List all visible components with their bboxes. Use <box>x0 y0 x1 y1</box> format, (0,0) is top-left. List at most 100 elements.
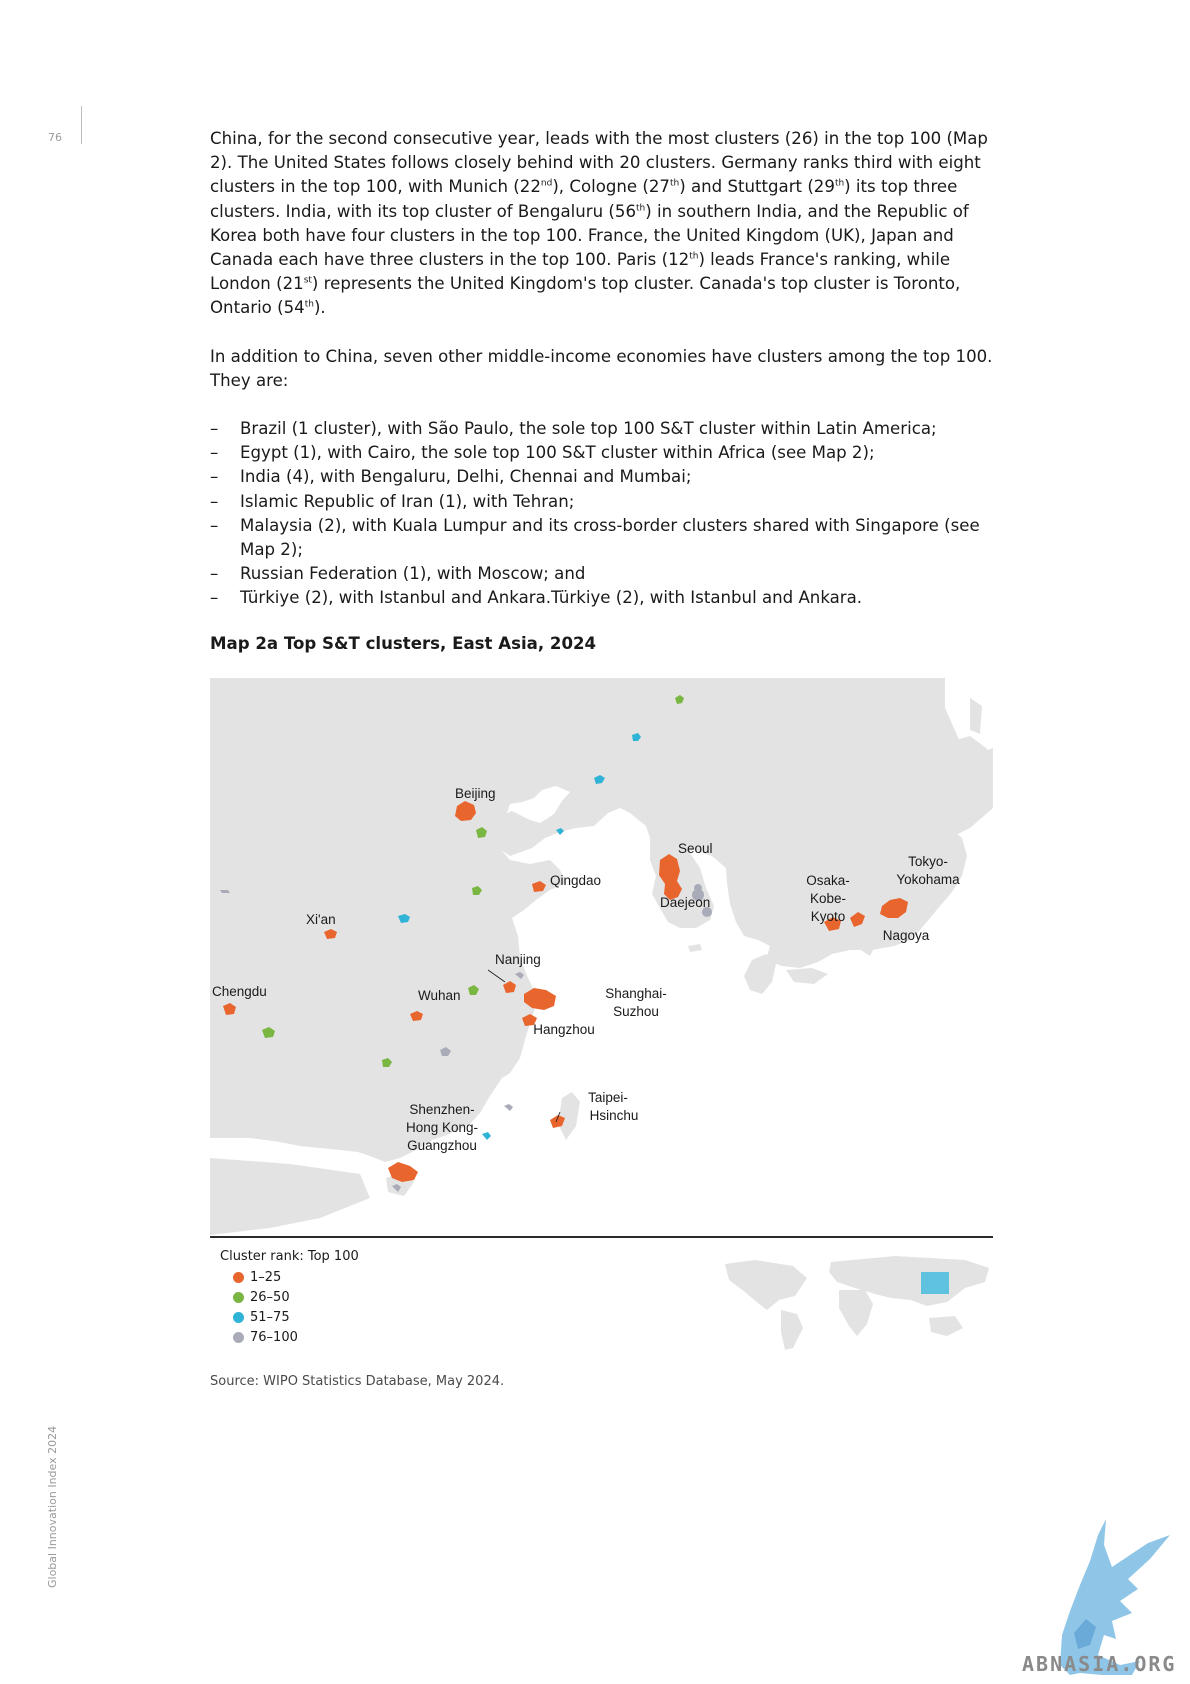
inset-north-america <box>725 1260 807 1310</box>
label-shenzhen-2: Hong Kong- <box>406 1120 478 1135</box>
running-footer-title: Global Innovation Index 2024 <box>46 1425 59 1588</box>
taipei-leader <box>555 1111 561 1123</box>
map-bottom-rule <box>210 1236 993 1238</box>
label-qingdao: Qingdao <box>550 873 601 888</box>
legend-swatch-rank-76-100 <box>233 1331 244 1343</box>
cluster-wuhan <box>410 1011 423 1021</box>
label-osaka-3: Kyoto <box>811 909 846 924</box>
cluster-beijing <box>455 801 476 821</box>
cluster-marker <box>468 985 479 995</box>
legend-label: 1–25 <box>250 1269 282 1285</box>
label-nagoya: Nagoya <box>883 928 930 943</box>
cluster-taipei <box>550 1115 565 1128</box>
japan-shikoku <box>786 968 828 984</box>
label-taipei-1: Taipei- <box>588 1090 628 1105</box>
cluster-marker <box>392 1184 401 1192</box>
cluster-seoul <box>659 854 682 900</box>
cluster-shenzhen <box>388 1162 418 1182</box>
cluster-marker <box>482 1132 491 1140</box>
cluster-xian <box>324 929 337 939</box>
margin-rule <box>81 106 82 144</box>
legend-item: 1–25 <box>220 1267 359 1287</box>
legend-label: 51–75 <box>250 1309 290 1325</box>
cluster-nagoya <box>850 912 865 927</box>
taiwan <box>558 1092 580 1140</box>
nanjing-leader <box>487 969 506 983</box>
sakhalin <box>970 698 982 734</box>
cluster-shanghai <box>524 988 556 1010</box>
list-item: – Russian Federation (1), with Moscow; an… <box>210 564 586 584</box>
cluster-marker <box>398 914 410 923</box>
inset-east-asia-highlight <box>921 1272 949 1294</box>
cluster-marker <box>504 1104 513 1111</box>
list-item: – India (4), with Bengaluru, Delhi, Chenn… <box>210 467 692 487</box>
inset-oceania <box>929 1316 963 1336</box>
japan-honshu <box>766 828 967 968</box>
label-taipei-2: Hsinchu <box>590 1108 639 1123</box>
cluster-marker <box>632 733 641 741</box>
cluster-marker <box>440 1047 451 1056</box>
body-text: China, for the second consecutive year, … <box>210 127 1000 611</box>
label-shenzhen-1: Shenzhen- <box>409 1102 474 1117</box>
legend-item: 51–75 <box>220 1307 359 1327</box>
label-xian: Xi'an <box>306 912 336 927</box>
inset-south-america <box>781 1310 803 1350</box>
list-item: – Brazil (1 cluster), with São Paulo, the… <box>210 419 937 439</box>
legend-title: Cluster rank: Top 100 <box>220 1249 359 1264</box>
cluster-marker <box>694 884 702 892</box>
korea-peninsula <box>650 828 714 928</box>
legend-item: 76–100 <box>220 1327 359 1347</box>
cluster-hangzhou <box>522 1014 537 1026</box>
label-chengdu: Chengdu <box>212 984 267 999</box>
world-locator-map <box>725 1256 989 1350</box>
clusters <box>220 695 908 1192</box>
label-tokyo-2: Yokohama <box>896 872 960 887</box>
label-osaka-1: Osaka- <box>806 873 850 888</box>
cluster-marker <box>702 907 712 917</box>
page-number: 76 <box>48 131 62 144</box>
label-osaka-2: Kobe- <box>810 891 846 906</box>
label-nanjing: Nanjing <box>495 952 541 967</box>
label-shenzhen-3: Guangzhou <box>407 1138 477 1153</box>
griffin-logo <box>1060 1519 1170 1675</box>
cluster-qingdao <box>532 881 546 892</box>
cluster-marker <box>472 886 482 895</box>
label-beijing: Beijing <box>455 786 496 801</box>
map-svg: Beijing Seoul Qingdao Daejeon Osaka- Kob… <box>210 678 993 1235</box>
cluster-marker <box>262 1027 275 1038</box>
label-shanghai-2: Suzhou <box>613 1004 659 1019</box>
legend-swatch-rank-1-25 <box>233 1271 244 1283</box>
cluster-tokyo <box>880 898 908 918</box>
east-asia-map: Beijing Seoul Qingdao Daejeon Osaka- Kob… <box>210 678 993 1235</box>
legend-item: 26–50 <box>220 1287 359 1307</box>
label-daejeon: Daejeon <box>660 895 710 910</box>
legend-swatch-rank-51-75 <box>233 1311 244 1323</box>
label-shanghai-1: Shanghai- <box>605 986 667 1001</box>
legend-label: 76–100 <box>250 1329 298 1345</box>
cluster-marker <box>220 890 230 893</box>
cluster-marker <box>692 889 704 901</box>
cluster-marker <box>675 695 684 704</box>
list-item: – Egypt (1), with Cairo, the sole top 100… <box>210 443 875 463</box>
cluster-marker <box>515 972 524 979</box>
jeju <box>688 944 702 952</box>
cluster-nanjing <box>503 981 516 993</box>
list-item: – Islamic Republic of Iran (1), with Tehr… <box>210 491 575 511</box>
map-legend: Cluster rank: Top 100 1–25 26–50 51–75 7… <box>220 1249 359 1347</box>
cluster-osaka <box>824 917 841 931</box>
cluster-marker <box>382 1058 392 1067</box>
mainland-landmass <box>210 678 993 1162</box>
label-wuhan: Wuhan <box>418 988 461 1003</box>
japan-kyushu <box>744 954 776 994</box>
cluster-chengdu <box>223 1003 236 1015</box>
paragraph-intro: China, for the second consecutive year, … <box>210 129 988 318</box>
inset-africa <box>839 1290 873 1336</box>
hokkaido <box>948 736 993 806</box>
cluster-marker <box>594 775 605 784</box>
label-hangzhou: Hangzhou <box>533 1022 595 1037</box>
paragraph-middle-income: In addition to China, seven other middle… <box>210 346 993 390</box>
watermark-text: ABNASIA.ORG <box>1022 1652 1177 1676</box>
label-tokyo-1: Tokyo- <box>908 854 948 869</box>
list-item: – Türkiye (2), with Istanbul and Ankara.T… <box>210 588 863 608</box>
legend-swatch-rank-26-50 <box>233 1291 244 1303</box>
